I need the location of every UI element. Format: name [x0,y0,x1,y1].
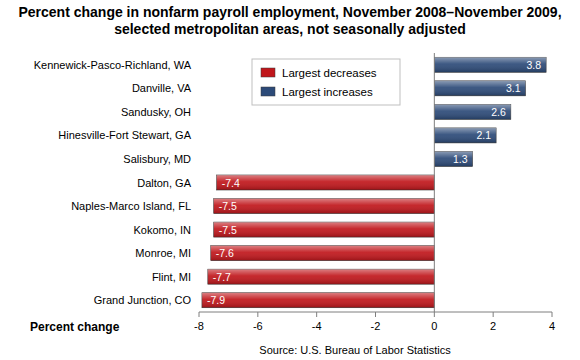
bar-highlight [214,222,435,237]
category-label: Grand Junction, CO [94,294,192,306]
x-tick [199,312,200,317]
category-label: Hinesville-Fort Stewart, GA [58,129,191,141]
bar-highlight [214,199,435,214]
category-label: Kennewick-Pasco-Richland, WA [34,59,192,71]
title-line: selected metropolitan areas, not seasona… [114,21,466,37]
data-label: 3.8 [527,59,542,71]
data-label: -7.6 [216,247,234,259]
x-tick [257,312,258,317]
bar [214,199,435,214]
category-label: Kokomo, IN [134,224,192,236]
bar-highlight [434,151,472,166]
bar [434,57,546,72]
x-tick-label: -6 [253,320,263,332]
category-label: Salisbury, MD [123,153,191,165]
x-axis-label: Percent change [30,320,120,334]
zero-line [434,53,435,312]
x-tick [493,312,494,317]
legend-swatch [261,68,275,77]
bar-highlight [211,246,435,261]
category-label: Dalton, GA [137,177,191,189]
title-line: Percent change in nonfarm payroll employ… [18,4,561,20]
data-label: 2.6 [491,106,506,118]
bar-highlight [217,175,435,190]
category-label: Danville, VA [132,82,192,94]
data-label: -7.4 [222,177,240,189]
title: Percent change in nonfarm payroll employ… [18,4,561,37]
x-tick-label: 0 [431,320,437,332]
category-labels: Kennewick-Pasco-Richland, WA Danville, VA… [34,59,192,306]
legend-box [252,59,400,105]
bar-highlight [434,104,510,119]
axes: -8 -6 -4 -2 0 2 4 [194,53,555,332]
bar [217,175,435,190]
data-label: -7.5 [219,224,237,236]
bar-highlight [434,128,496,143]
data-label: 2.1 [476,129,491,141]
data-labels: -7.4 -7.5 -7.5 -7.6 -7.7 -7.9 3.8 3.12.62.1 1.3 [207,59,541,306]
bar [214,222,435,237]
source: Source: U.S. Bureau of Labor Statistics [259,344,451,356]
data-label: -7.5 [219,200,237,212]
x-tick [375,312,376,317]
page: {"chart_data": { "type": "bar", "orienta… [0,0,580,360]
category-label: Naples-Marco Island, FL [71,200,191,212]
data-label: -7.9 [207,294,225,306]
x-tick-label: 4 [549,320,555,332]
bar [208,269,435,284]
x-tick-label: 2 [490,320,496,332]
x-tick [434,312,435,317]
chart: Percent change in nonfarm payroll employ… [0,0,580,360]
bar-highlight [434,81,525,96]
legend-label: Largest increases [282,86,373,98]
bar-highlight [202,293,434,308]
legend-swatch [261,87,275,96]
bars [202,57,546,307]
category-label: Flint, MI [152,271,191,283]
data-label: -7.7 [213,271,231,283]
x-tick-label: -2 [371,320,381,332]
legend: Largest decreases Largest increases [252,59,400,105]
x-tick-label: -8 [194,320,204,332]
bar [434,104,510,119]
bar [211,246,435,261]
category-label: Sandusky, OH [121,106,191,118]
x-tick [316,312,317,317]
bar [434,151,472,166]
legend-label: Largest decreases [282,67,377,79]
bar-highlight [208,269,435,284]
bar-highlight [434,57,546,72]
category-label: Monroe, MI [135,247,191,259]
data-label: 1.3 [453,153,468,165]
bar [434,128,496,143]
bar [434,81,525,96]
x-tick [552,312,553,317]
data-label: 3.1 [506,82,521,94]
x-tick-label: -4 [312,320,322,332]
bar [202,293,434,308]
